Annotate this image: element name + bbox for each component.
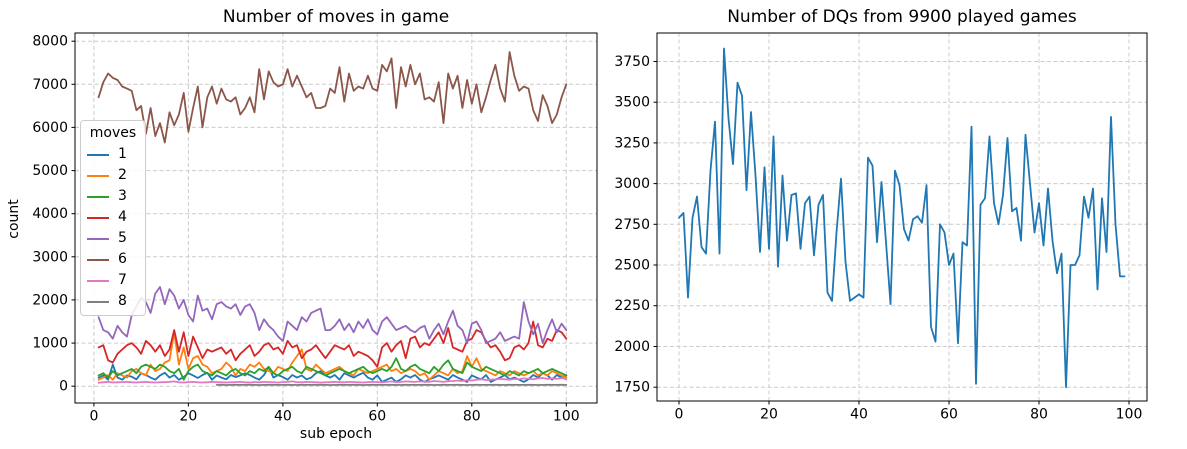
dqs-y-tick-label: 3250 — [614, 135, 650, 151]
legend-swatch-line — [87, 195, 109, 198]
moves-x-tick-label: 0 — [89, 409, 98, 425]
right-chart-title: Number of DQs from 9900 played games — [727, 7, 1077, 27]
left-chart-title: Number of moves in game — [222, 7, 450, 27]
moves-x-tick-label: 80 — [463, 409, 481, 425]
dqs-gridlines — [657, 33, 1147, 401]
legend-swatch-line — [87, 237, 109, 240]
legend-swatch-line — [87, 300, 109, 303]
moves-y-tick-label: 2000 — [32, 292, 68, 308]
moves-series-2-line — [97, 331, 568, 381]
dqs-plot-border — [656, 32, 1148, 402]
dqs-y-tick-label: 2250 — [614, 298, 650, 314]
dqs-y-tick-label: 2750 — [614, 217, 650, 233]
legend-swatch-line — [87, 216, 109, 219]
legend-entry-7: 7 — [87, 270, 139, 291]
legend-entry-label: 1 — [118, 146, 127, 162]
moves-y-tick-label: 3000 — [32, 249, 68, 265]
dqs-y-tick-label: 3500 — [614, 95, 650, 111]
moves-y-tick-label: 0 — [59, 379, 68, 395]
moves-ticks: 0 20 40 60 80 1000100020003000400050006000700… — [32, 34, 579, 425]
moves-y-tick-label: 4000 — [32, 206, 68, 222]
dqs-x-tick-label: 40 — [850, 407, 868, 423]
left-chart-y-axis-label: count — [6, 199, 22, 239]
moves-plot-border — [74, 32, 598, 404]
legend: moves 1 2 3 4 5 6 7 8 — [80, 120, 146, 316]
legend-swatch-line — [87, 174, 109, 177]
left-chart-x-axis-label: sub epoch — [299, 426, 373, 442]
dqs-y-tick-label: 2500 — [614, 258, 650, 274]
dqs-x-tick-label: 80 — [1030, 407, 1048, 423]
legend-entry-label: 3 — [118, 188, 127, 204]
legend-entry-label: 2 — [118, 167, 127, 183]
legend-entry-label: 8 — [118, 293, 127, 309]
legend-entry-1: 1 — [87, 144, 139, 165]
legend-swatch-line — [87, 258, 109, 261]
moves-series-5-line — [97, 286, 568, 345]
dqs-y-tick-label: 1750 — [614, 380, 650, 396]
legend-entries: 1 2 3 4 5 6 7 8 — [87, 144, 139, 312]
moves-series-6-line — [97, 51, 568, 144]
moves-x-tick-label: 100 — [553, 409, 580, 425]
moves-series-3-line — [97, 357, 568, 381]
moves-series-7-line — [97, 377, 568, 384]
dqs-series-DQs-line — [678, 47, 1126, 389]
legend-swatch-line — [87, 279, 109, 282]
dqs-x-tick-label: 60 — [940, 407, 958, 423]
moves-x-tick-label: 60 — [368, 409, 386, 425]
moves-x-tick-label: 20 — [179, 409, 197, 425]
moves-series-1-line — [97, 363, 568, 383]
dqs-x-tick-label: 20 — [760, 407, 778, 423]
moves-y-tick-label: 7000 — [32, 77, 68, 93]
moves-y-tick-label: 6000 — [32, 120, 68, 136]
moves-y-tick-label: 1000 — [32, 336, 68, 352]
moves-y-tick-label: 5000 — [32, 163, 68, 179]
legend-entry-6: 6 — [87, 249, 139, 270]
dqs-x-tick-label: 0 — [675, 407, 684, 423]
legend-entry-2: 2 — [87, 165, 139, 186]
moves-x-tick-label: 40 — [274, 409, 292, 425]
dqs-ticks: 0 20 40 60 80 100 1750 2000 2250 2500 2750 3000 3250… — [614, 54, 1142, 423]
moves-series-4-line — [97, 320, 568, 368]
legend-entry-label: 4 — [118, 209, 127, 225]
legend-entry-8: 8 — [87, 291, 139, 312]
legend-entry-label: 5 — [118, 230, 127, 246]
dqs-y-tick-label: 3000 — [614, 176, 650, 192]
dqs-y-tick-label: 3750 — [614, 54, 650, 70]
legend-swatch-line — [87, 153, 109, 156]
legend-entry-5: 5 — [87, 228, 139, 249]
dqs-y-tick-label: 2000 — [614, 339, 650, 355]
legend-entry-label: 7 — [118, 272, 127, 288]
dqs-x-tick-label: 100 — [1116, 407, 1143, 423]
legend-entry-4: 4 — [87, 207, 139, 228]
dqs-plot: 0 20 40 60 80 100 1750 2000 2250 2500 2750 3000 3250… — [614, 32, 1148, 423]
moves-y-tick-label: 8000 — [32, 34, 68, 50]
legend-title: moves — [89, 125, 137, 141]
moves-plot: 0 20 40 60 80 1000100020003000400050006000700… — [32, 32, 598, 425]
legend-entry-3: 3 — [87, 186, 139, 207]
legend-entry-label: 6 — [118, 251, 127, 267]
